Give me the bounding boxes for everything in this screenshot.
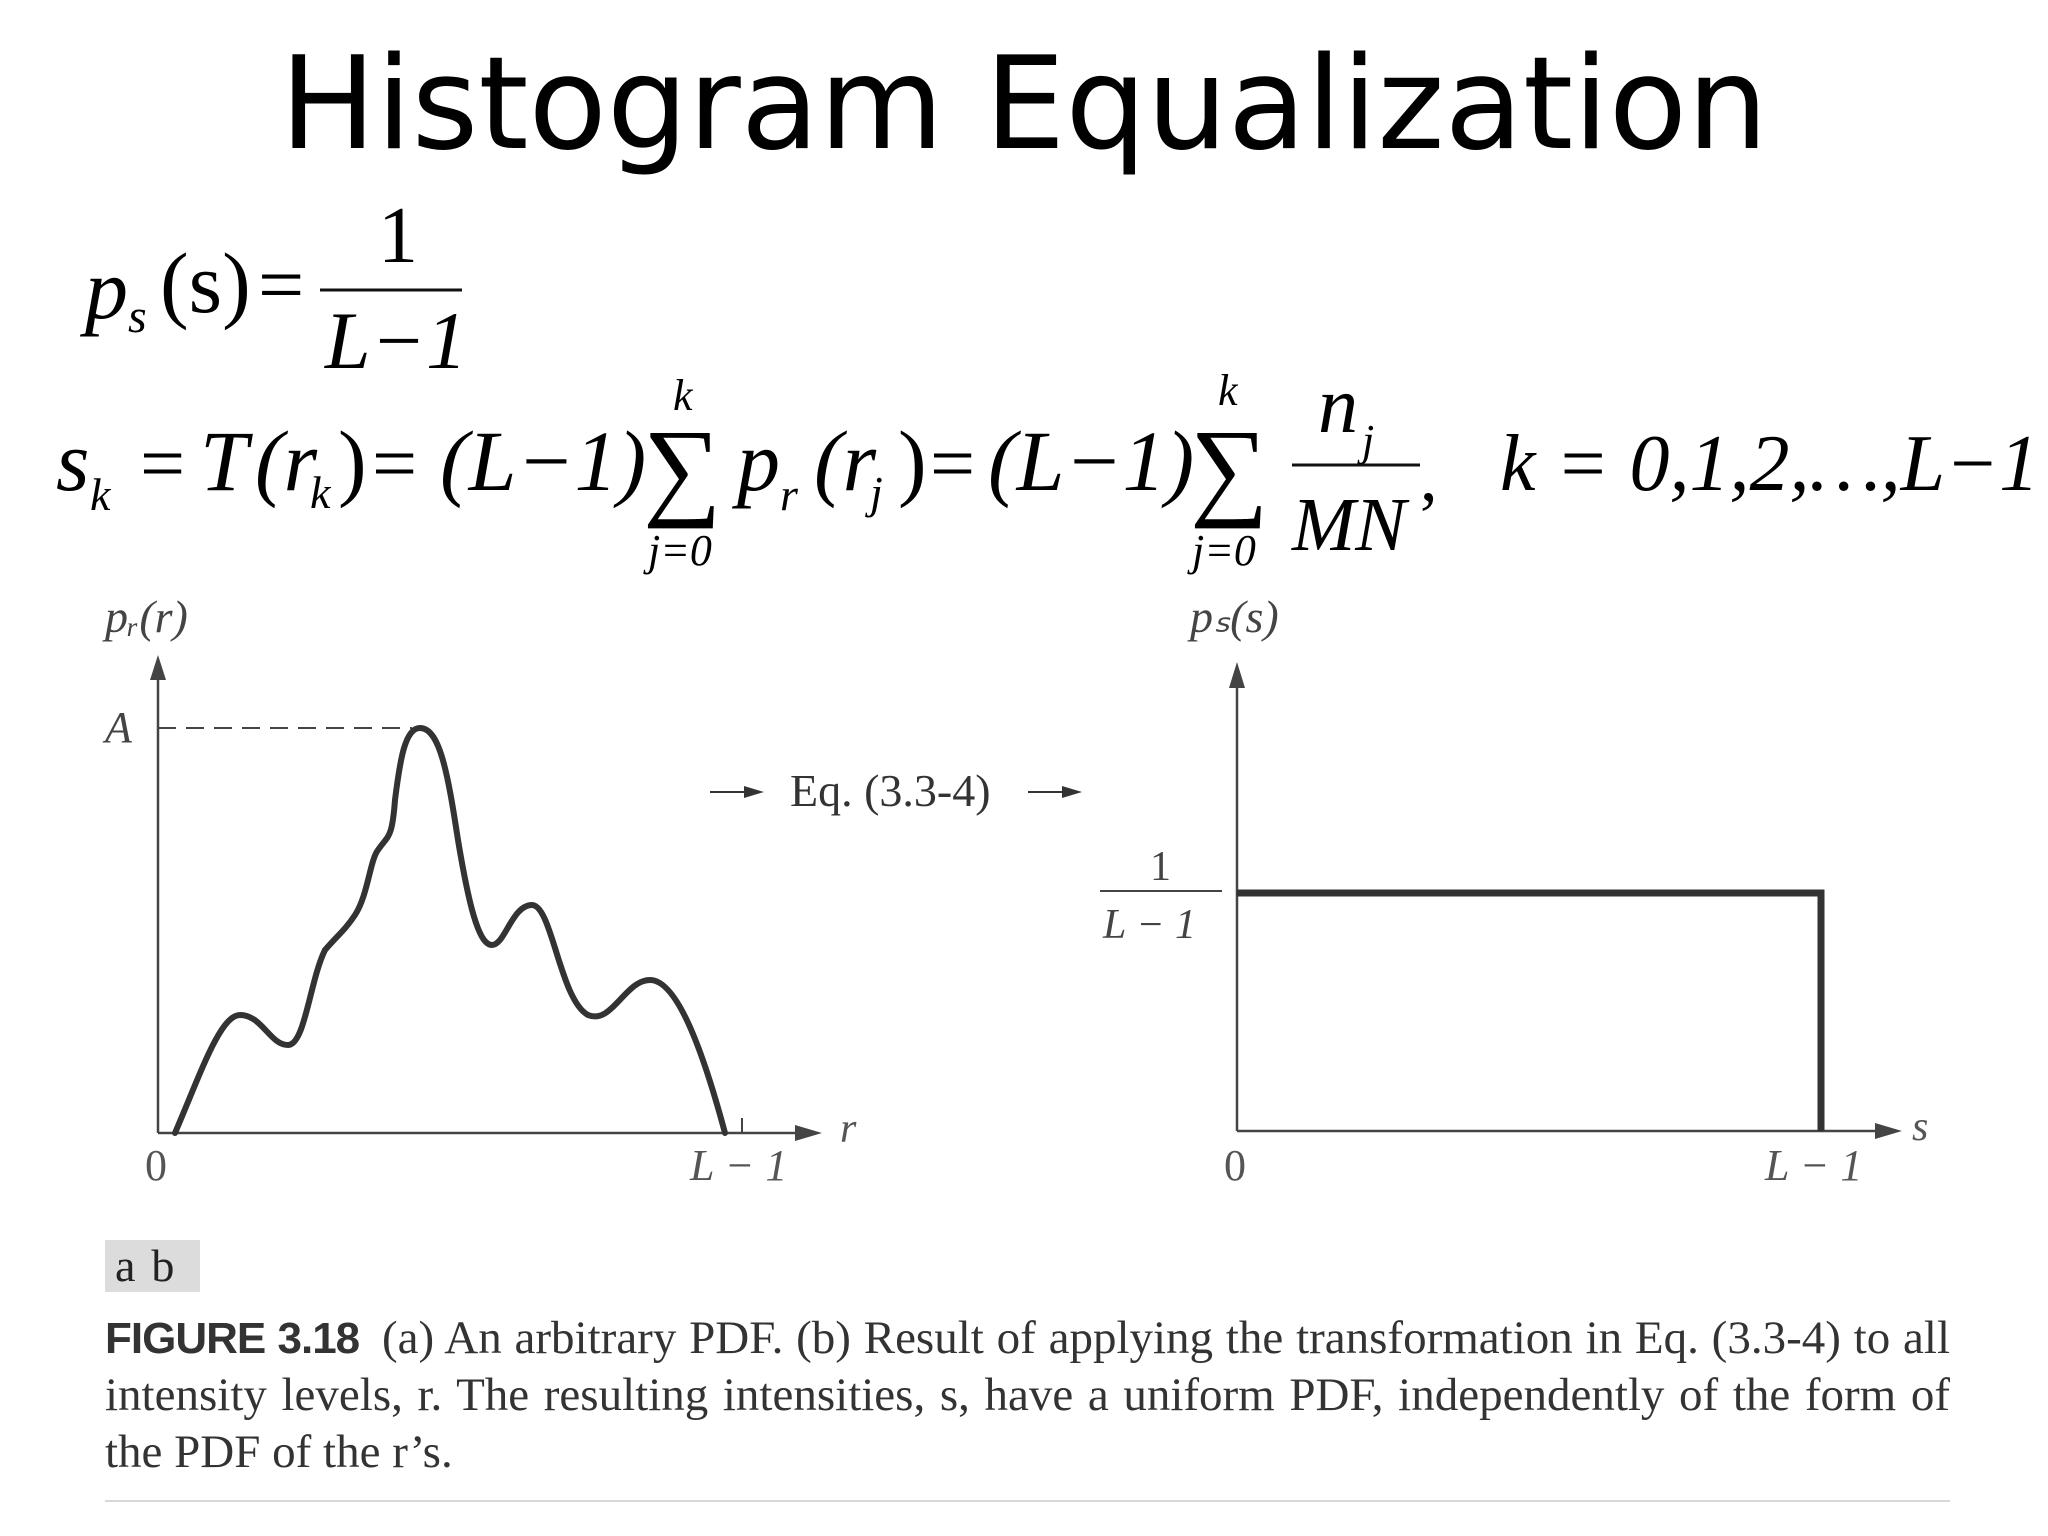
eq2-T: T	[200, 413, 253, 509]
panel-b-uniform-line	[1237, 889, 1825, 1131]
eq2-k-range: k = 0,1,2,…,L−1	[1500, 420, 2039, 508]
eq2-sum1-symbol: ∑	[643, 407, 721, 529]
eq2-sum2-top: k	[1218, 366, 1239, 415]
panel-a-arbitrary-pdf: pᵣ(r) A 0 L − 1 r	[102, 591, 857, 1190]
panel-a-x-end: L − 1	[689, 1141, 787, 1190]
subfigure-tag-b: b	[151, 1240, 177, 1291]
panel-b-y-label: pₛ(s)	[1187, 591, 1279, 642]
panel-b-x-end: L − 1	[1764, 1141, 1862, 1190]
eq2-T-arg-sub: k	[310, 467, 332, 518]
eq2-frac-num: n	[1318, 362, 1358, 450]
caption-divider	[105, 1500, 1950, 1502]
eq2-sum2-bottom: j=0	[1187, 526, 1256, 575]
arrow-left-head	[744, 786, 764, 798]
eq2-p-arg-close: )	[898, 413, 927, 509]
panel-a-y-arrowhead	[150, 655, 166, 680]
eq1-equals: =	[258, 239, 304, 330]
equation-uniform-pdf: p s (s) = 1 L−1	[79, 192, 467, 386]
eq2-equals-2: =	[372, 420, 417, 508]
panel-a-y-label: pᵣ(r)	[102, 591, 188, 642]
panel-a-peak-label: A	[102, 703, 133, 752]
panel-b-x-origin: 0	[1224, 1141, 1246, 1190]
eq1-arg: (s)	[160, 235, 251, 331]
eq2-sum1-bottom: j=0	[643, 526, 712, 575]
eq2-sum2-symbol: ∑	[1190, 407, 1268, 529]
eq2-T-arg-close: )	[338, 413, 367, 509]
panel-a-x-axis-name: r	[840, 1106, 857, 1152]
figure-id: FIGURE 3.18	[105, 1314, 360, 1363]
panel-a-x-origin: 0	[145, 1141, 167, 1190]
panel-b-x-arrowhead	[1875, 1123, 1902, 1139]
panel-a-pdf-curve	[172, 725, 728, 1136]
figure-caption: FIGURE 3.18 (a) An arbitrary PDF. (b) Re…	[105, 1310, 1950, 1481]
eq1-numerator: 1	[378, 192, 418, 280]
eq2-comma: ,	[1420, 439, 1438, 516]
panel-b-uniform-pdf: pₛ(s) 1 L − 1 0 L − 1 s	[1100, 591, 1928, 1190]
caption-text: (a) An arbitrary PDF. (b) Result of appl…	[105, 1312, 1950, 1478]
eq2-s-sub: k	[90, 469, 112, 520]
eq2-T-arg: (r	[255, 413, 318, 509]
eq2-factor-1: (L−1)	[440, 413, 646, 509]
eq2-s: s	[56, 413, 89, 509]
eq2-sum1-top: k	[673, 371, 694, 420]
eq1-p-sub: s	[128, 290, 147, 343]
equation-transformation: s k = T (r k ) = (L−1) k ∑ j=0 p r (r j …	[56, 362, 2039, 575]
eq2-equals-1: =	[140, 420, 185, 508]
eq2-frac-num-sub: j	[1357, 416, 1374, 465]
panel-b-y-arrowhead	[1229, 662, 1245, 688]
panel-b-x-axis-name: s	[1912, 1104, 1928, 1150]
eq2-factor-2: (L−1)	[988, 413, 1194, 509]
slide-title: Histogram Equalization	[279, 30, 1769, 179]
eq2-p: p	[731, 413, 780, 509]
panel-b-level-den: L − 1	[1102, 902, 1196, 948]
eq2-p-arg-sub: j	[865, 467, 883, 518]
arrow-right-head	[1062, 786, 1082, 798]
arrow-label: Eq. (3.3-4)	[790, 765, 991, 816]
eq2-frac-den: MN	[1291, 483, 1410, 567]
eq2-p-arg: (r	[814, 413, 877, 509]
eq1-p: p	[79, 241, 128, 337]
eq2-equals-3: =	[930, 420, 975, 508]
transformation-arrow: Eq. (3.3-4)	[710, 765, 1082, 816]
eq1-denominator: L−1	[324, 295, 467, 386]
eq2-p-sub: r	[780, 469, 799, 520]
panel-a-x-arrowhead	[795, 1125, 822, 1141]
subfigure-tag-a: a	[115, 1240, 138, 1291]
panel-b-level-num: 1	[1150, 844, 1171, 890]
